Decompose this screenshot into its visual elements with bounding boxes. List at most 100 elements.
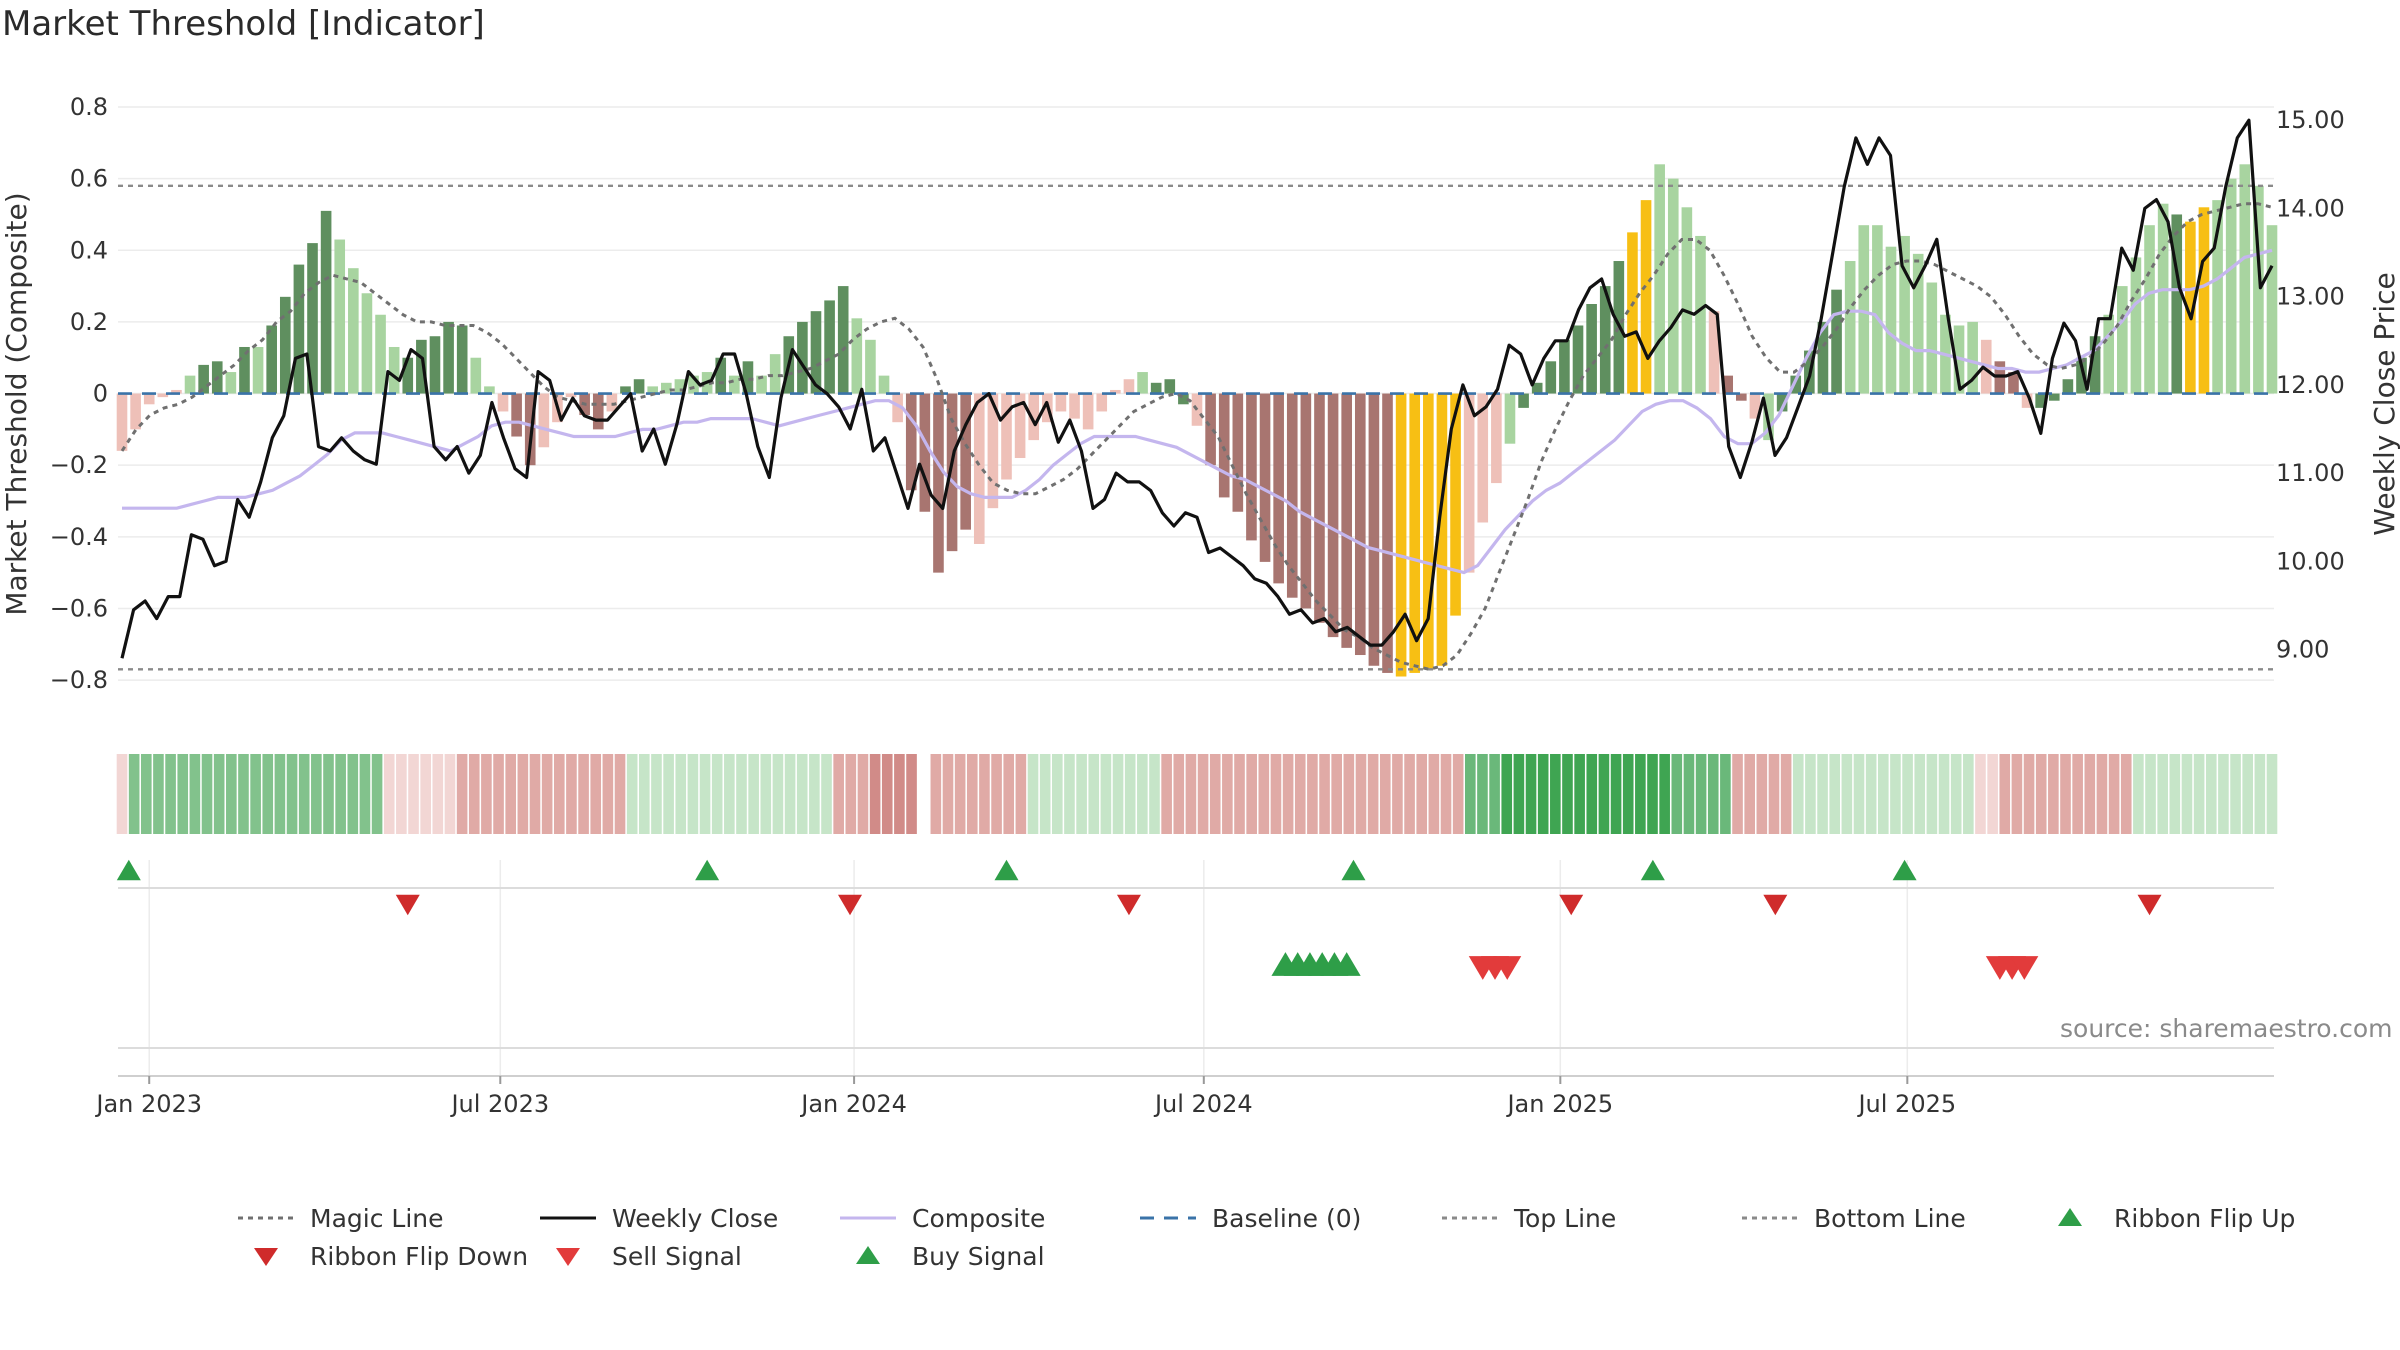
x-tick-label: Jul 2025 — [1856, 1090, 1956, 1118]
ribbon-cell — [1720, 754, 1731, 834]
composite-bar — [565, 393, 577, 398]
ribbon-cell — [177, 754, 189, 834]
composite-bar — [266, 325, 277, 394]
composite-bar — [130, 393, 141, 430]
x-tick-label: Jan 2025 — [1505, 1090, 1613, 1118]
composite-bar — [2117, 286, 2128, 394]
ribbon-cell — [1938, 754, 1950, 834]
legend-symbol — [556, 1248, 580, 1266]
composite-bar — [810, 311, 822, 394]
legend-label: Weekly Close — [612, 1203, 779, 1233]
composite-bar — [1110, 389, 1121, 394]
composite-bar — [2239, 164, 2251, 394]
legend-symbol — [2058, 1208, 2082, 1226]
composite-bar — [1028, 393, 1040, 441]
ribbon-flip-up-marker — [1341, 859, 1366, 881]
legend-item: Composite — [838, 1200, 1045, 1236]
composite-bar — [375, 314, 386, 394]
composite-bar — [892, 393, 903, 423]
composite-bar — [2035, 393, 2046, 408]
composite-bar — [1912, 253, 1924, 394]
ribbon-cell — [517, 754, 529, 834]
ribbon-cell — [2193, 754, 2205, 834]
composite-bar — [1599, 286, 1611, 394]
composite-bar — [973, 393, 985, 544]
ribbon-cell — [1550, 754, 1561, 834]
ribbon-cell — [1902, 754, 1913, 834]
ribbon-cell — [663, 754, 674, 834]
legend-label: Baseline (0) — [1212, 1203, 1362, 1233]
ribbon-cell — [128, 754, 140, 834]
composite-bar — [443, 321, 454, 394]
ribbon-cell — [748, 754, 759, 834]
ribbon-cell — [153, 754, 164, 834]
composite-bar — [1327, 393, 1339, 638]
composite-bar — [1586, 304, 1597, 394]
x-tick-label: Jan 2024 — [799, 1090, 907, 1118]
ribbon-cell — [323, 754, 334, 834]
composite-bar — [1559, 339, 1570, 394]
ribbon-cell — [420, 754, 431, 834]
composite-bar — [1069, 393, 1080, 419]
ribbon-cell — [1805, 754, 1816, 834]
ribbon-cell — [1197, 754, 1209, 834]
ribbon-cell — [2108, 754, 2120, 834]
legend-item: Ribbon Flip Up — [2040, 1200, 2295, 1236]
ribbon-cell — [2072, 754, 2083, 834]
ribbon-cell — [1841, 754, 1853, 834]
ribbon-flip-down-marker — [838, 894, 863, 916]
ribbon-cell — [1501, 754, 1513, 834]
ribbon-cell — [1635, 754, 1646, 834]
composite-bar — [1014, 393, 1026, 459]
ribbon-cell — [845, 754, 857, 834]
ribbon-cell — [626, 754, 638, 834]
magic-line — [120, 202, 2273, 671]
composite-bar — [116, 393, 128, 451]
composite-bar — [715, 357, 727, 394]
legend-symbol — [856, 1246, 880, 1264]
ribbon-cell — [298, 754, 310, 834]
legend-item: Buy Signal — [838, 1238, 1045, 1274]
ribbon-cell — [821, 754, 832, 834]
composite-bar — [484, 386, 495, 394]
composite-bar — [1844, 261, 1856, 394]
ribbon-cell — [1367, 754, 1379, 834]
buy-signal-marker — [1332, 952, 1361, 976]
ribbon-cell — [1865, 754, 1877, 834]
ribbon-cell — [1464, 754, 1476, 834]
composite-bar — [1150, 382, 1162, 394]
composite-bar — [2062, 379, 2074, 394]
composite-bar — [416, 339, 427, 394]
ribbon-cell — [1319, 754, 1330, 834]
ribbon-cell — [2254, 754, 2266, 834]
ribbon-cell — [1052, 754, 1063, 834]
ribbon-cell — [335, 754, 346, 834]
weekly-close-line — [120, 118, 2274, 659]
composite-bar — [960, 393, 971, 530]
composite-bar — [905, 393, 917, 491]
legend-symbol — [540, 1216, 596, 1220]
composite-bar — [688, 375, 699, 394]
legend-label: Buy Signal — [912, 1241, 1045, 1271]
grid-lines — [118, 106, 2274, 1075]
ribbon-cell — [541, 754, 553, 834]
composite-bar — [1001, 393, 1012, 480]
ribbon-cell — [226, 754, 237, 834]
ribbon-cell — [262, 754, 274, 834]
ribbon-cell — [1610, 754, 1622, 834]
ribbon-cell — [991, 754, 1002, 834]
sell-signal-marker — [2010, 956, 2039, 980]
ribbon-cell — [772, 754, 784, 834]
ribbon-cell — [383, 754, 395, 834]
composite-bar — [1858, 225, 1870, 394]
ribbon-cell — [590, 754, 602, 834]
composite-bar — [837, 286, 849, 394]
composite-bar — [606, 393, 618, 412]
legend: Magic Line Weekly Close Composite Baseline … — [0, 1200, 2400, 1280]
composite-bar — [1463, 393, 1475, 573]
y-tick-label: −0.2 — [50, 451, 108, 479]
composite-bar — [1926, 282, 1938, 394]
legend-symbol — [1442, 1216, 1498, 1220]
ribbon-cell — [1926, 754, 1938, 834]
ribbon-cell — [2096, 754, 2108, 834]
